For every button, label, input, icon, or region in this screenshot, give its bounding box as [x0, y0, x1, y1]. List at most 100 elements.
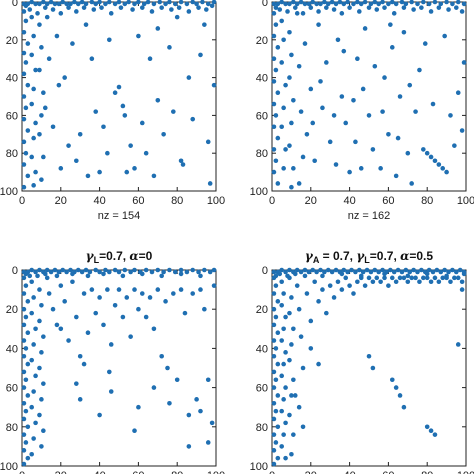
data-points: [271, 267, 467, 467]
x-tick-label: 100: [457, 195, 474, 207]
data-point: [58, 326, 64, 332]
data-point: [41, 334, 46, 339]
data-point: [21, 385, 27, 390]
data-point: [198, 408, 203, 414]
data-point: [397, 393, 403, 398]
data-point: [81, 361, 87, 367]
x-tick-label: 0: [269, 470, 275, 474]
data-point: [103, 267, 108, 273]
data-point: [298, 109, 304, 114]
data-point: [48, 269, 54, 275]
data-point: [452, 143, 457, 148]
x-tick-label: 80: [421, 470, 433, 474]
data-point: [405, 279, 411, 285]
data-point: [281, 291, 286, 296]
data-point: [21, 306, 27, 312]
data-point: [415, 269, 420, 275]
data-point: [136, 404, 141, 410]
data-point: [31, 342, 36, 347]
data-point: [409, 0, 414, 5]
data-point: [304, 132, 310, 137]
data-point: [205, 377, 211, 383]
data-point: [374, 7, 380, 12]
data-point: [23, 346, 29, 351]
data-point: [424, 424, 430, 430]
data-point: [461, 271, 467, 277]
data-point: [39, 350, 44, 355]
data-point: [186, 75, 192, 80]
data-point: [42, 271, 48, 277]
data-point: [325, 1, 331, 7]
data-point: [291, 97, 296, 103]
data-point: [75, 1, 81, 7]
data-point: [275, 1, 281, 7]
data-point: [186, 412, 192, 418]
data-point: [83, 22, 89, 27]
x-tick-label: 0: [19, 470, 25, 474]
data-point: [79, 269, 85, 275]
data-point: [426, 1, 432, 7]
data-point: [29, 0, 34, 5]
data-point: [21, 448, 27, 453]
data-point: [294, 1, 300, 7]
x-axis-label: nz = 154: [98, 210, 141, 222]
data-point: [436, 5, 442, 10]
x-tick-label: 0: [269, 195, 275, 207]
data-point: [283, 82, 288, 88]
data-point: [151, 326, 157, 332]
data-point: [289, 342, 294, 347]
data-point: [401, 404, 407, 410]
data-point: [107, 37, 112, 43]
panel-4: 020406080100020406080100γA = 0.7, γL=0.7…: [250, 249, 474, 474]
data-point: [178, 267, 184, 273]
data-point: [60, 0, 66, 5]
data-point: [434, 267, 440, 273]
data-point: [25, 361, 31, 367]
data-point: [169, 7, 174, 12]
x-tick-label: 40: [93, 195, 105, 207]
data-point: [292, 271, 298, 277]
data-point: [287, 143, 292, 148]
data-point: [366, 113, 372, 118]
data-point: [329, 269, 335, 275]
data-point: [368, 269, 374, 275]
data-point: [23, 377, 29, 383]
data-point: [436, 162, 442, 167]
data-point: [310, 120, 316, 126]
data-point: [444, 0, 449, 5]
data-point: [393, 173, 399, 179]
data-point: [339, 11, 345, 16]
data-point: [72, 0, 77, 5]
y-tick-label: 0: [12, 0, 18, 9]
data-point: [452, 275, 457, 281]
data-point: [39, 177, 44, 182]
data-point: [424, 150, 430, 156]
data-point: [351, 97, 356, 103]
data-point: [180, 162, 186, 167]
data-point: [277, 271, 283, 277]
data-point: [331, 113, 337, 118]
data-point: [64, 1, 69, 7]
data-point: [438, 269, 444, 275]
data-point: [27, 273, 33, 279]
data-point: [120, 273, 126, 279]
data-point: [345, 269, 350, 275]
data-point: [21, 162, 27, 167]
data-point: [382, 75, 387, 80]
data-point: [389, 377, 395, 383]
data-point: [347, 283, 352, 288]
data-point: [39, 444, 44, 449]
data-point: [389, 0, 395, 5]
data-point: [382, 271, 387, 277]
data-point: [372, 267, 378, 273]
data-point: [341, 48, 347, 54]
data-point: [275, 455, 281, 461]
data-point: [23, 440, 29, 445]
data-point: [159, 5, 164, 10]
data-point: [37, 365, 42, 371]
data-point: [444, 169, 449, 175]
data-point: [171, 291, 176, 296]
data-point: [287, 75, 292, 80]
data-point: [29, 404, 34, 410]
